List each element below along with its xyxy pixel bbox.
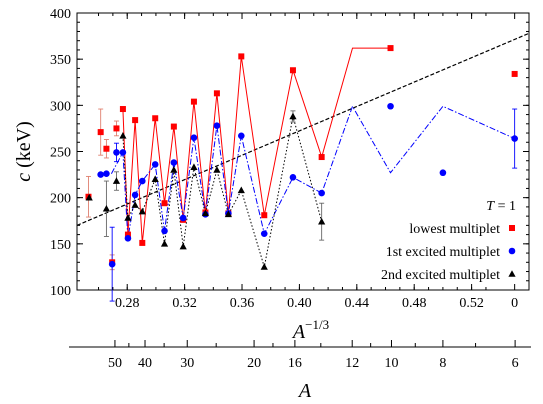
y-tick-label: 150 <box>50 238 71 253</box>
x-axis-title: A−1/3 <box>291 317 329 343</box>
data-point-series-1 <box>139 239 146 246</box>
data-point-series-2 <box>119 149 127 156</box>
data-point-series-2 <box>190 134 198 141</box>
data-point-series-3 <box>179 242 187 250</box>
x-tick-label: 0.32 <box>172 296 197 311</box>
data-point-series-1 <box>124 231 131 238</box>
data-point-series-1 <box>511 70 518 77</box>
data-point-series-1 <box>103 145 110 152</box>
data-point-series-3 <box>318 217 326 225</box>
data-point-series-2 <box>138 177 146 185</box>
data-point-series-2 <box>124 234 132 242</box>
data-point-series-3 <box>160 240 169 247</box>
data-point-series-3 <box>224 210 232 218</box>
data-point-series-3 <box>190 163 198 170</box>
fit-line <box>76 32 530 226</box>
data-point-series-2 <box>289 174 297 181</box>
y-tick-label: 300 <box>50 99 71 114</box>
data-point-series-2 <box>151 161 159 168</box>
data-point-series-1 <box>119 106 126 113</box>
data-point-series-3 <box>201 209 210 217</box>
data-point-series-2 <box>260 230 268 237</box>
x-tick-label: 0.28 <box>115 296 140 311</box>
data-points <box>85 45 518 270</box>
data-point-series-3 <box>131 201 139 208</box>
legend-marker <box>508 247 516 255</box>
data-point-series-2 <box>131 191 139 199</box>
data-point-series-3 <box>289 112 297 120</box>
data-point-series-3 <box>85 193 93 201</box>
data-point-series-1 <box>238 53 245 60</box>
data-point-series-1 <box>261 212 268 219</box>
y-tick-label: 250 <box>50 146 71 161</box>
x-tick-label: 0.40 <box>287 296 312 311</box>
data-point-series-3 <box>138 207 146 215</box>
x-tick-label: 0 <box>511 296 518 311</box>
a-axis-tick-label: 6 <box>512 356 519 371</box>
series-line-3 <box>122 116 323 268</box>
y-axis-title: c (keV) <box>13 121 35 182</box>
a-axis-tick-label: 16 <box>288 356 302 371</box>
data-point-series-3 <box>213 166 221 173</box>
legend-entry-label: lowest multiplet <box>409 222 500 237</box>
a-axis-tick-label: 20 <box>247 356 261 371</box>
data-point-series-1 <box>213 90 220 97</box>
legend-marker <box>509 225 515 231</box>
x-tick-label: 0.44 <box>345 296 370 311</box>
legend-entry-label: 1st excited multiplet <box>386 245 500 260</box>
data-point-series-2 <box>170 159 178 166</box>
data-point-series-1 <box>387 45 394 52</box>
data-point-series-1 <box>190 98 197 105</box>
a-axis-tick-label: 40 <box>138 356 152 371</box>
data-point-series-2 <box>387 102 394 110</box>
data-point-series-1 <box>152 115 159 122</box>
data-point-series-1 <box>132 117 139 124</box>
data-point-series-2 <box>439 169 447 177</box>
series-line-1 <box>122 47 391 243</box>
y-tick-label: 200 <box>50 192 71 207</box>
data-point-series-2 <box>97 171 104 178</box>
data-point-series-3 <box>102 204 111 212</box>
legend: T = 1 lowest multiplet 1st excited multipl… <box>381 199 516 283</box>
a-axis-tick-label: 8 <box>439 356 446 371</box>
data-point-series-1 <box>170 123 177 130</box>
data-point-series-2 <box>213 122 221 129</box>
data-point-series-3 <box>237 186 245 194</box>
data-point-series-1 <box>161 200 168 207</box>
a-axis-tick-label: 10 <box>384 356 398 371</box>
data-point-series-1 <box>97 129 104 136</box>
data-point-series-3 <box>260 263 268 270</box>
y-tick-label: 350 <box>50 53 71 68</box>
data-point-series-2 <box>318 189 325 197</box>
data-point-series-2 <box>179 214 187 222</box>
data-point-series-3 <box>119 132 127 139</box>
data-point-series-2 <box>108 260 116 268</box>
data-point-series-3 <box>170 166 178 173</box>
data-point-series-2 <box>161 227 168 235</box>
data-point-series-1 <box>113 125 120 132</box>
y-tick-label: 400 <box>50 7 71 22</box>
legend-title: T = 1 <box>486 199 516 214</box>
data-point-series-1 <box>289 67 296 74</box>
data-point-series-2 <box>113 149 120 156</box>
a-axis-tick-label: 12 <box>345 356 359 371</box>
data-point-series-3 <box>112 177 121 184</box>
data-point-series-3 <box>124 214 132 221</box>
data-point-series-2 <box>103 170 110 177</box>
x-tick-label: 0.48 <box>402 296 427 311</box>
x-tick-label: 0.52 <box>459 296 484 311</box>
data-point-series-1 <box>318 154 325 161</box>
x-tick-label: 0.36 <box>230 296 255 311</box>
a-axis-title: A <box>297 380 312 402</box>
a-axis-tick-label: 30 <box>180 356 194 371</box>
y-tick-label: 100 <box>50 284 71 299</box>
a-axis-tick-label: 50 <box>108 356 122 371</box>
legend-marker <box>508 270 516 277</box>
data-point-series-2 <box>237 132 245 140</box>
data-point-series-3 <box>151 175 159 182</box>
data-point-series-2 <box>511 135 518 142</box>
legend-entry-label: 2nd excited multiplet <box>381 268 500 283</box>
